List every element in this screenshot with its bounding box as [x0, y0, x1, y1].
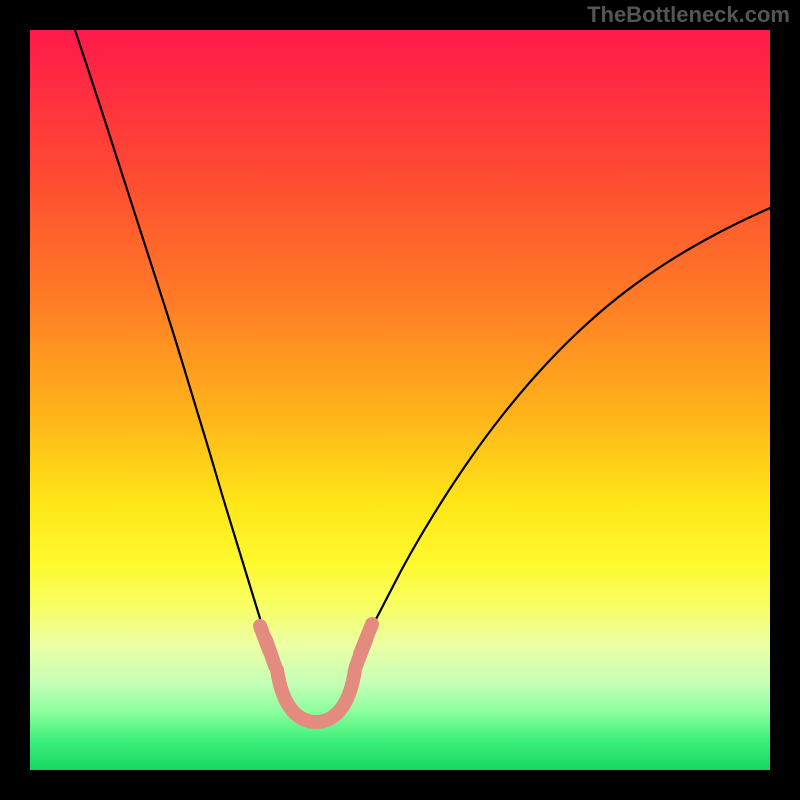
chart-container: TheBottleneck.com: [0, 0, 800, 800]
background-gradient: [30, 30, 770, 770]
watermark-text: TheBottleneck.com: [587, 2, 790, 28]
